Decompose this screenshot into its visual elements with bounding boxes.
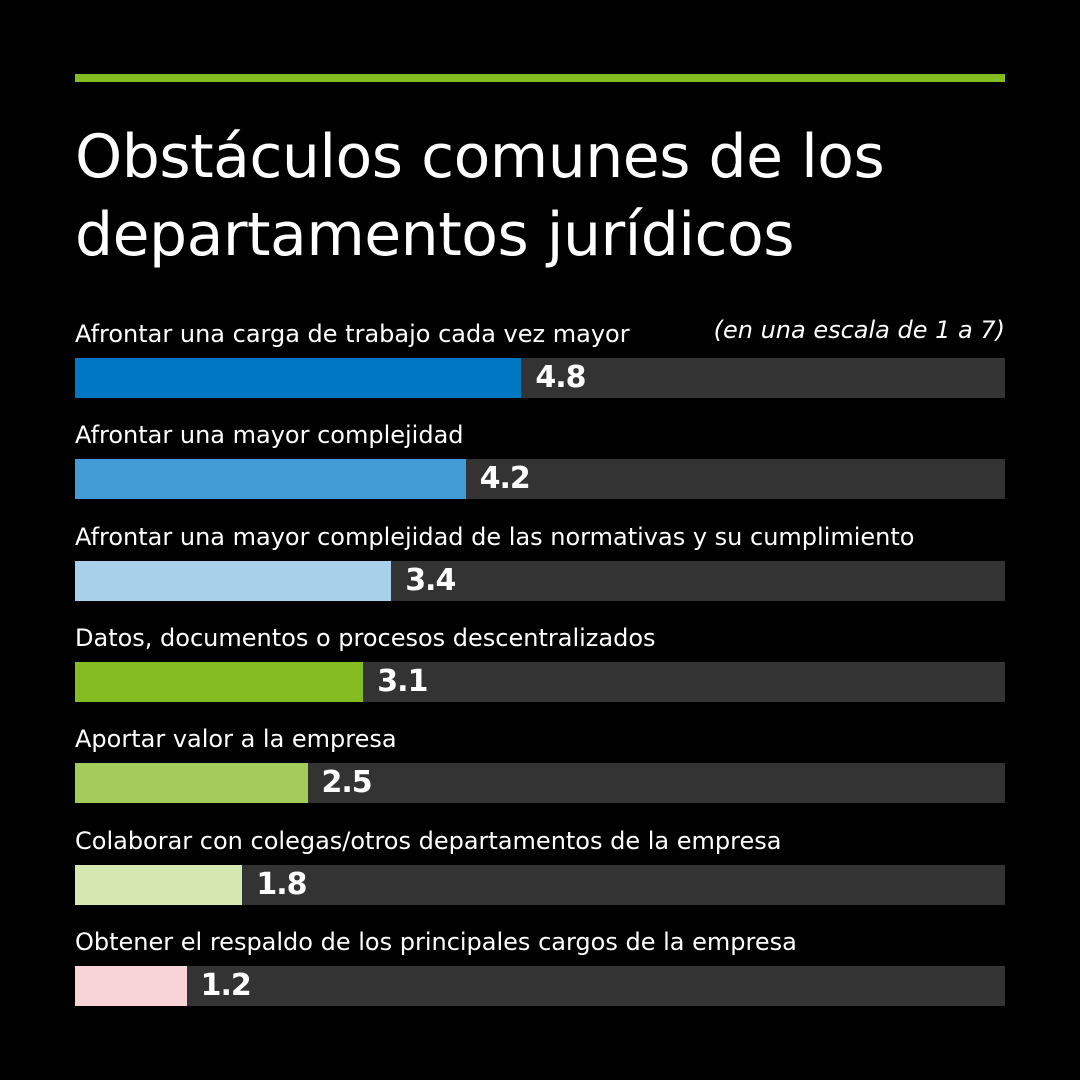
bar: [75, 560, 392, 601]
bar-track: 4.8: [75, 358, 1005, 398]
category-label: Afrontar una mayor complejidad de las no…: [75, 522, 915, 551]
bar-row: Colaborar con colegas/otros departamento…: [75, 824, 1005, 916]
bar-row: Datos, documentos o procesos descentrali…: [75, 621, 1005, 713]
bar-row: Aportar valor a la empresa 2.5: [75, 722, 1005, 814]
value-label: 3.1: [377, 663, 428, 699]
bar: [75, 965, 187, 1006]
chart-title: Obstáculos comunes de los departamentos …: [75, 118, 1015, 274]
bar-track: 2.5: [75, 763, 1005, 804]
value-label: 2.5: [321, 765, 373, 801]
bar-track: 3.4: [75, 560, 1005, 601]
title-line-2: departamentos jurídicos: [75, 200, 795, 270]
category-label: Datos, documentos o procesos descentrali…: [75, 623, 656, 652]
bar-track: 3.1: [75, 661, 1005, 702]
bar-row: Obtener el respaldo de los principales c…: [75, 925, 1005, 1017]
bar-row: Afrontar una carga de trabajo cada vez m…: [75, 317, 1005, 409]
bar: [75, 864, 243, 905]
category-label: Obtener el respaldo de los principales c…: [75, 927, 797, 956]
value-label: 4.2: [479, 461, 531, 497]
bar: [75, 459, 466, 500]
category-label: Colaborar con colegas/otros departamento…: [75, 826, 782, 855]
bar: [75, 763, 308, 804]
bar: [75, 661, 364, 702]
value-label: 4.8: [535, 360, 586, 395]
bar: [75, 358, 522, 398]
category-label: Afrontar una mayor complejidad: [75, 421, 464, 450]
bar-track: 1.2: [75, 965, 1005, 1006]
category-label: Afrontar una carga de trabajo cada vez m…: [75, 320, 630, 348]
value-label: 3.4: [405, 562, 456, 598]
bar-row: Afrontar una mayor complejidad de las no…: [75, 520, 1005, 612]
bar-track: 1.8: [75, 864, 1005, 905]
category-label: Aportar valor a la empresa: [75, 725, 397, 754]
title-line-1: Obstáculos comunes de los: [75, 122, 885, 192]
bar-track: 4.2: [75, 459, 1005, 500]
scale-note: (en una escala de 1 a 7): [713, 316, 1005, 344]
value-label: 1.8: [256, 866, 307, 902]
bar-row: Afrontar una mayor complejidad 4.2: [75, 418, 1005, 510]
value-label: 1.2: [200, 967, 252, 1003]
accent-rule: [75, 74, 1005, 82]
